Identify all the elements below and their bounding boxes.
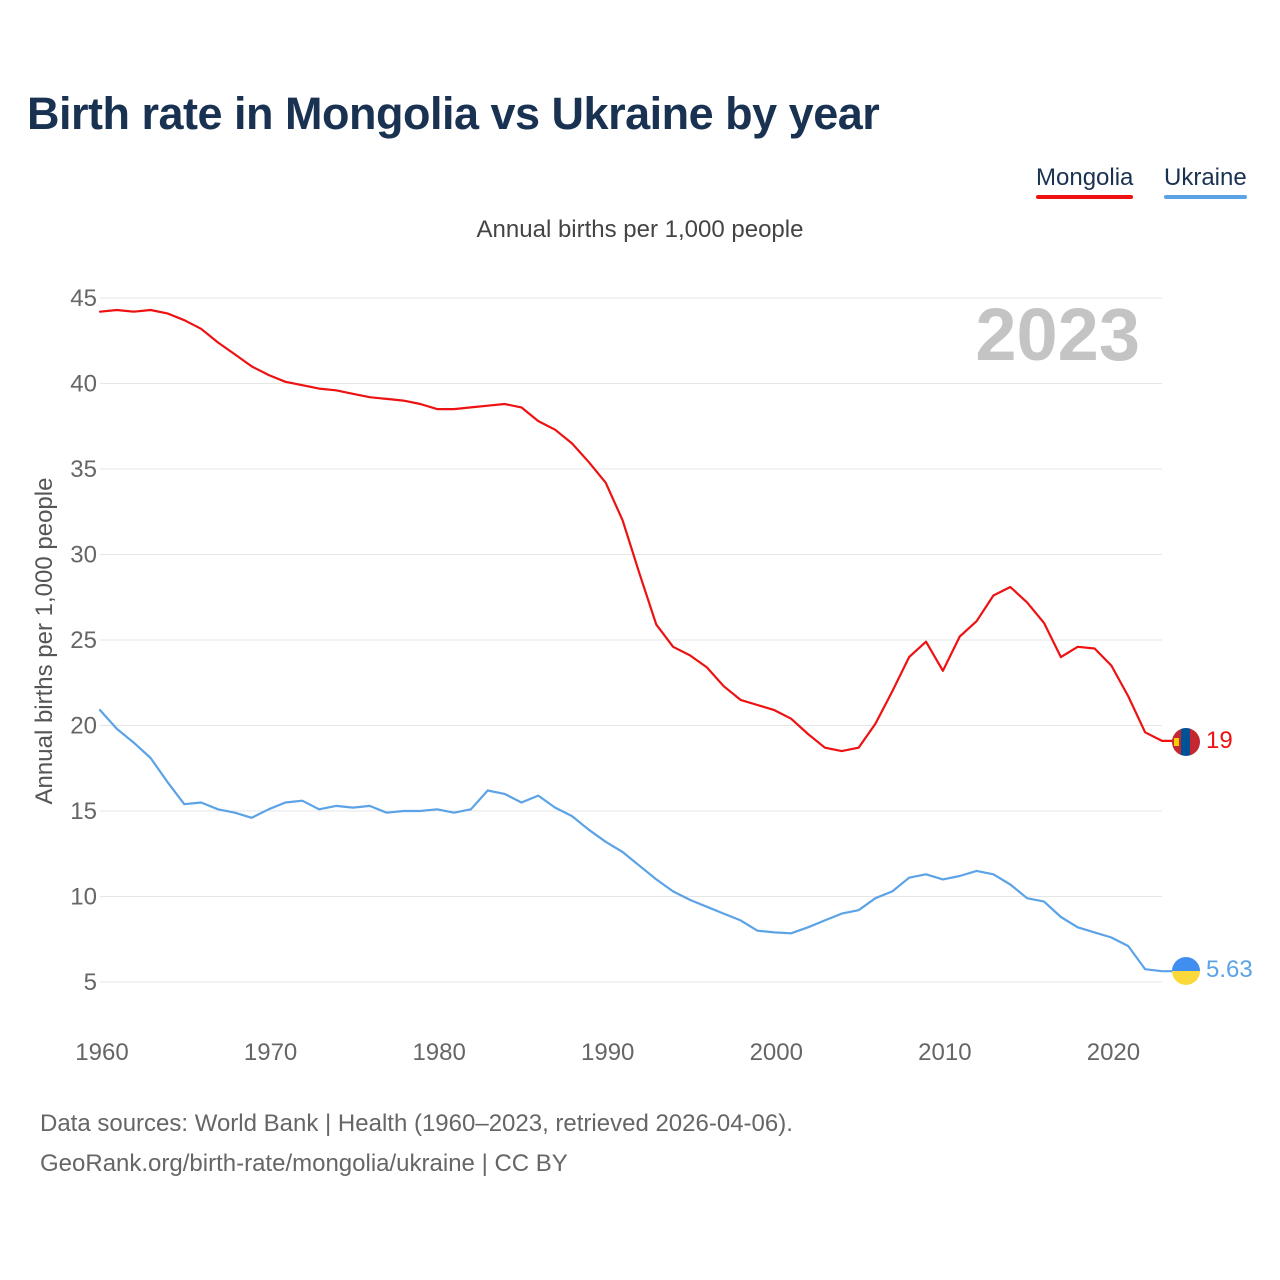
x-tick-label: 1970 — [244, 1039, 297, 1066]
year-watermark: 2023 — [975, 293, 1140, 376]
x-axis-ticks: 1960 1970 1980 1990 2000 2010 2020 — [75, 1039, 1140, 1066]
y-axis-label: Annual births per 1,000 people — [31, 478, 58, 805]
attribution-link[interactable]: GeoRank.org/birth-rate/mongolia/ukraine … — [40, 1150, 568, 1177]
x-tick-label: 2020 — [1087, 1039, 1140, 1066]
line-chart: 5 10 15 20 25 30 35 40 45 1960 1970 1980 1990 2000 20… — [31, 285, 1253, 1066]
y-tick-label: 20 — [70, 713, 97, 740]
end-label-mongolia: 19 — [1206, 727, 1233, 754]
x-tick-label: 1960 — [75, 1039, 128, 1066]
y-tick-label: 45 — [70, 285, 97, 312]
x-tick-label: 2010 — [918, 1039, 971, 1066]
legend-label-mongolia: Mongolia — [1036, 164, 1134, 191]
series-layer — [98, 308, 1188, 973]
y-tick-label: 10 — [70, 884, 97, 911]
chart-subtitle: Annual births per 1,000 people — [476, 216, 804, 243]
x-tick-label: 2000 — [750, 1039, 803, 1066]
gridlines — [100, 297, 1162, 983]
y-tick-label: 30 — [70, 542, 97, 569]
legend-item-ukraine[interactable]: Ukraine — [1164, 164, 1247, 199]
x-tick-label: 1980 — [412, 1039, 465, 1066]
mongolia-flag-icon — [1172, 728, 1200, 756]
legend-swatch-ukraine — [1164, 195, 1247, 199]
y-axis-ticks: 5 10 15 20 25 30 35 40 45 — [70, 285, 97, 996]
data-source-text: Data sources: World Bank | Health (1960–… — [40, 1110, 793, 1137]
y-tick-label: 40 — [70, 371, 97, 398]
end-label-ukraine: 5.63 — [1206, 956, 1253, 983]
footer: Data sources: World Bank | Health (1960–… — [40, 1104, 793, 1184]
legend-swatch-mongolia — [1036, 195, 1134, 199]
y-tick-label: 15 — [70, 798, 97, 825]
x-tick-label: 1990 — [581, 1039, 634, 1066]
ukraine-flag-icon — [1172, 957, 1200, 985]
chart-title: Birth rate in Mongolia vs Ukraine by yea… — [27, 88, 880, 139]
series-line-mongolia — [98, 308, 1188, 753]
y-tick-label: 35 — [70, 456, 97, 483]
y-tick-label: 25 — [70, 627, 97, 654]
y-tick-label: 5 — [84, 969, 97, 996]
series-line-ukraine — [98, 708, 1188, 973]
legend-item-mongolia[interactable]: Mongolia — [1036, 164, 1134, 199]
legend-label-ukraine: Ukraine — [1164, 164, 1247, 191]
